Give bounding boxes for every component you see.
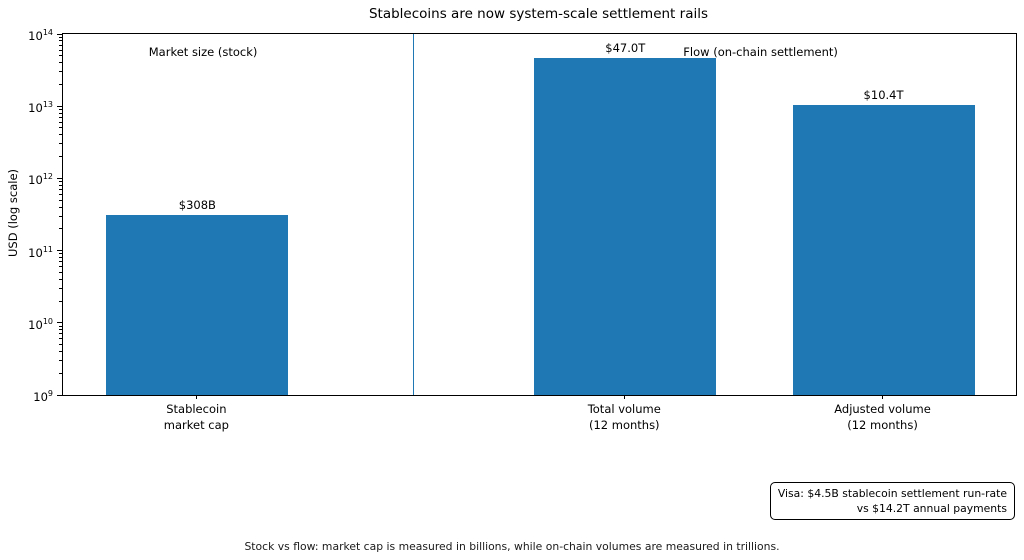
y-minor-tick — [59, 344, 62, 346]
y-minor-tick — [59, 181, 62, 183]
y-minor-tick — [59, 83, 62, 85]
y-minor-tick — [59, 300, 62, 302]
y-minor-tick — [59, 189, 62, 191]
y-major-tick-1e11 — [57, 250, 62, 252]
figure-caption: Stock vs flow: market cap is measured in… — [244, 540, 780, 553]
plot-area: Market size (stock) Flow (on-chain settl… — [57, 33, 1017, 396]
stock-flow-divider-line — [412, 34, 415, 395]
x-tick-label-stablecoin-market-cap: Stablecoin market cap — [164, 402, 229, 433]
y-tick-label-1e12: 1012 — [28, 172, 53, 188]
y-tick-label-1e10: 1010 — [28, 316, 53, 332]
x-tick-total-volume-12m — [623, 395, 625, 399]
y-minor-tick — [59, 372, 62, 374]
y-minor-tick — [59, 109, 62, 110]
x-tick-label-line: Total volume — [587, 402, 661, 416]
y-minor-tick — [59, 253, 62, 255]
y-axis: 109 1010 1011 1012 1013 1014 — [0, 28, 62, 404]
x-tick-stablecoin-market-cap — [195, 395, 197, 399]
y-major-tick-1e10 — [57, 322, 62, 324]
y-minor-tick — [59, 329, 62, 331]
y-minor-tick — [59, 121, 62, 123]
chart-title: Stablecoins are now system-scale settlem… — [368, 6, 709, 22]
y-minor-tick — [59, 257, 62, 259]
x-tick-label-line: market cap — [163, 417, 229, 432]
y-minor-tick — [59, 266, 62, 268]
y-minor-tick — [59, 116, 62, 118]
y-minor-tick — [59, 287, 62, 289]
x-tick-label-line: (12 months) — [847, 417, 918, 432]
y-minor-tick — [59, 62, 62, 64]
x-tick-label-adjusted-volume-12m: Adjusted volume (12 months) — [834, 402, 931, 433]
y-minor-tick — [59, 44, 62, 46]
visa-note-line1: Visa: $4.5B stablecoin settlement run-ra… — [777, 487, 1007, 500]
x-tick-label-line: (12 months) — [588, 417, 660, 432]
y-minor-tick — [59, 360, 62, 362]
y-minor-tick — [59, 40, 62, 42]
visa-note-box: Visa: $4.5B stablecoin settlement run-ra… — [769, 482, 1015, 521]
y-major-tick-1e12 — [57, 177, 62, 179]
y-tick-label-1e11: 1011 — [28, 244, 53, 260]
bar-value-label-adjusted-volume-12m: $10.4T — [863, 87, 904, 102]
y-minor-tick — [59, 71, 62, 73]
x-tick-label-line: Stablecoin — [166, 402, 227, 416]
y-minor-tick — [59, 199, 62, 201]
y-minor-tick — [59, 333, 62, 335]
annotation-flow-onchain-settlement: Flow (on-chain settlement) — [683, 45, 838, 59]
y-minor-tick — [59, 261, 62, 263]
y-minor-tick — [59, 184, 62, 186]
y-minor-tick — [59, 55, 62, 57]
y-minor-tick — [59, 193, 62, 195]
y-minor-tick — [59, 112, 62, 114]
y-minor-tick — [59, 271, 62, 273]
y-minor-tick — [59, 156, 62, 158]
x-tick-adjusted-volume-12m — [882, 395, 884, 399]
y-minor-tick — [59, 325, 62, 327]
y-minor-tick — [59, 215, 62, 217]
x-axis: Stablecoin market cap Total volume (12 mont… — [62, 395, 1015, 445]
y-minor-tick — [59, 228, 62, 230]
y-minor-tick — [59, 36, 62, 38]
y-major-tick-1e13 — [57, 105, 62, 107]
bar-total-volume-12m — [534, 57, 717, 395]
y-minor-tick — [59, 278, 62, 280]
y-minor-tick — [59, 143, 62, 145]
y-major-tick-1e9 — [57, 394, 62, 396]
y-minor-tick — [59, 127, 62, 129]
bar-value-label-total-volume-12m: $47.0T — [605, 40, 646, 55]
bar-stablecoin-market-cap — [106, 215, 289, 395]
bar-value-label-stablecoin-market-cap: $308B — [178, 198, 216, 213]
annotation-market-size-stock: Market size (stock) — [148, 45, 258, 59]
y-minor-tick — [59, 351, 62, 353]
y-tick-label-1e9: 109 — [33, 389, 53, 404]
x-tick-label-line: Adjusted volume — [834, 402, 931, 416]
y-minor-tick — [59, 338, 62, 340]
y-major-tick-1e14 — [57, 33, 62, 35]
y-minor-tick — [59, 134, 62, 136]
bar-adjusted-volume-12m — [792, 104, 975, 395]
y-minor-tick — [59, 206, 62, 208]
y-minor-tick — [59, 49, 62, 51]
y-tick-label-1e14: 1014 — [28, 28, 53, 43]
visa-note-line2: vs $14.2T annual payments — [856, 502, 1007, 516]
x-tick-label-total-volume-12m: Total volume (12 months) — [588, 402, 661, 433]
y-tick-label-1e13: 1013 — [28, 100, 53, 116]
